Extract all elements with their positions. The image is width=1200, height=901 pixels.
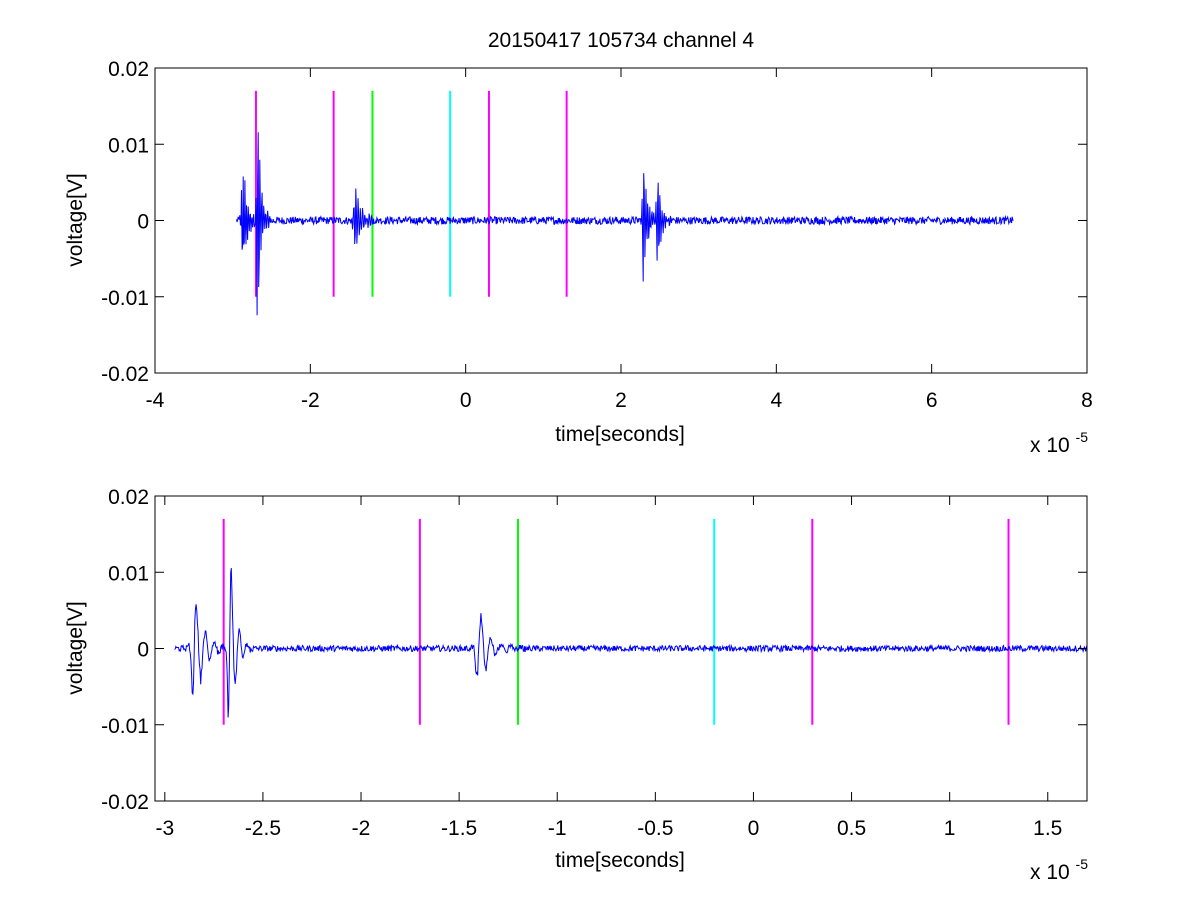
x-tick-label: -3 [155,817,174,840]
y-tick-label: 0.01 [108,562,149,585]
x-tick-label: -1.5 [441,817,477,840]
bottom-plot-x-multiplier: x 10 -5 [1030,856,1088,884]
top-plot: -4 -2 0 2 4 6 8 -0.02 -0.01 0 0.01 0.02 time[secon… [64,58,1093,457]
bottom-plot-markers [222,518,1010,725]
y-tick-label: 0.01 [108,134,149,157]
top-plot-y-axis-label: voltage[V] [64,173,87,266]
bottom-plot-x-multiplier-exponent: -5 [1076,856,1089,872]
y-tick-label: 0 [137,211,149,234]
x-tick-label: -2.5 [245,817,281,840]
x-tick-label: 0.5 [837,817,866,840]
y-tick-label: 0.02 [108,58,149,81]
y-tick-label: -0.02 [101,363,149,386]
top-plot-markers [254,90,568,297]
y-tick-label: -0.01 [101,715,149,738]
bottom-plot-x-ticks: -3 -2.5 -2 -1.5 -1 -0.5 0 0.5 1 1.5 [155,496,1062,840]
x-tick-label: 8 [1081,389,1093,412]
y-tick-label: -0.01 [101,287,149,310]
top-plot-signal-line [236,132,1014,316]
figure-title: 20150417 105734 channel 4 [488,29,755,52]
x-tick-label: -0.5 [637,817,673,840]
top-plot-x-multiplier-exponent: -5 [1076,429,1089,445]
bottom-plot-signal-line [174,568,1088,718]
x-tick-label: 4 [770,389,782,412]
x-tick-label: 1 [944,817,956,840]
x-tick-label: 2 [615,389,627,412]
x-tick-label: 1.5 [1033,817,1062,840]
x-tick-label: 0 [460,389,472,412]
top-plot-x-multiplier: x 10 -5 [1030,429,1088,457]
y-tick-label: -0.02 [101,791,149,814]
bottom-plot-y-axis-label: voltage[V] [64,601,87,694]
bottom-plot-y-ticks: -0.02 -0.01 0 0.01 0.02 [101,486,1087,814]
top-plot-x-axis-label: time[seconds] [555,423,685,446]
x-tick-label: -4 [146,389,165,412]
top-plot-x-ticks: -4 -2 0 2 4 6 8 [146,68,1093,412]
x-tick-label: -1 [548,817,567,840]
y-tick-label: 0 [137,639,149,662]
top-plot-x-multiplier-base: x 10 [1030,434,1070,457]
bottom-plot-x-multiplier-base: x 10 [1030,861,1070,884]
y-tick-label: 0.02 [108,486,149,509]
x-tick-label: 6 [926,389,938,412]
bottom-plot: -3 -2.5 -2 -1.5 -1 -0.5 0 0.5 1 1.5 -0.02 -0.01 0 0.… [64,486,1088,884]
x-tick-label: -2 [352,817,371,840]
x-tick-label: 0 [748,817,760,840]
bottom-plot-x-axis-label: time[seconds] [555,849,685,872]
x-tick-label: -2 [301,389,320,412]
top-plot-y-ticks: -0.02 -0.01 0 0.01 0.02 [101,58,1087,386]
